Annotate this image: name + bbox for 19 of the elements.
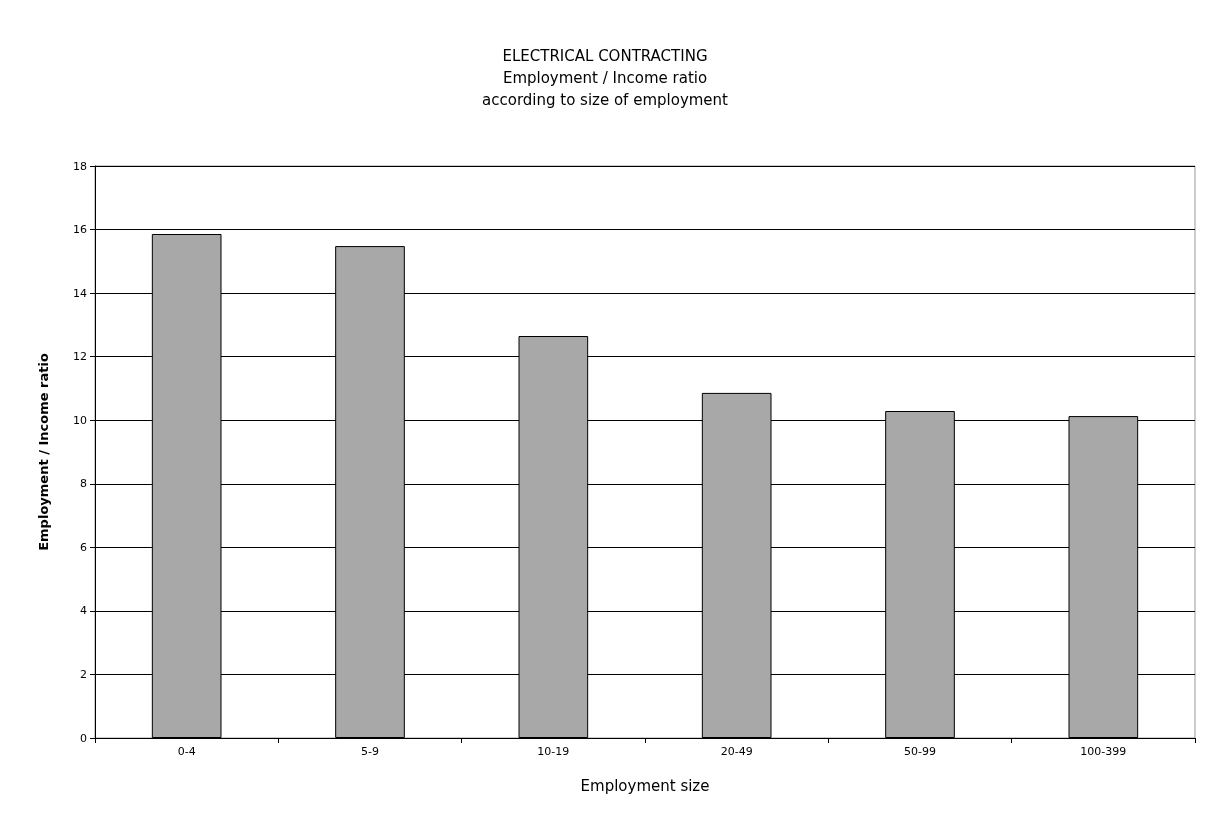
y-tick-label: 6 bbox=[80, 540, 87, 554]
x-tick-label: 0-4 bbox=[177, 745, 196, 758]
y-tick-label: 12 bbox=[73, 350, 87, 364]
x-tick-label: 50-99 bbox=[904, 745, 936, 758]
x-tick-label: 10-19 bbox=[537, 745, 570, 758]
y-tick-label: 14 bbox=[73, 286, 87, 300]
y-tick-label: 0 bbox=[80, 731, 87, 745]
chart-title: ELECTRICAL CONTRACTING Employment / Income ratio according to size of employment bbox=[482, 47, 729, 109]
x-axis-title: Employment size bbox=[580, 776, 710, 795]
y-tick-label: 18 bbox=[73, 159, 87, 173]
y-tick-label: 2 bbox=[80, 667, 87, 681]
y-tick-label: 4 bbox=[80, 604, 87, 618]
x-tick-label: 100-399 bbox=[1080, 745, 1127, 758]
y-tick-label: 8 bbox=[80, 477, 87, 491]
x-tick-label: 20-49 bbox=[720, 745, 753, 758]
x-tick-label: 5-9 bbox=[361, 745, 379, 758]
y-tick-label: 16 bbox=[73, 223, 87, 237]
y-tick-label: 10 bbox=[73, 413, 87, 427]
y-axis-title: Employment / Income ratio bbox=[36, 353, 51, 551]
